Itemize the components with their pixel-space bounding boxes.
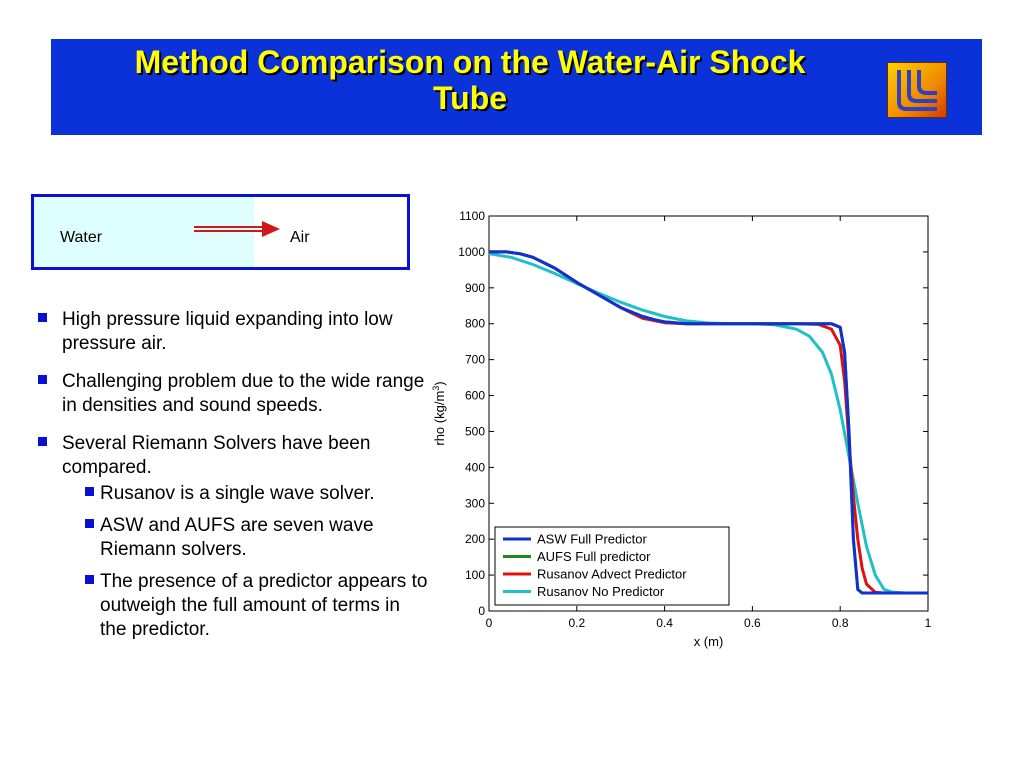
y-tick-label: 400 [465,460,485,474]
water-label: Water [60,229,103,246]
y-tick-label: 700 [465,353,485,367]
air-label: Air [290,229,310,246]
flow-arrow-icon [194,221,280,237]
slide-title: Method Comparison on the Water-Air Shock… [60,44,880,116]
density-chart: 0 100 200 300 400 500 600 700 800 900 1000 1100 0 0.2… [431,209,932,649]
legend-label: Rusanov Advect Predictor [537,567,687,582]
x-tick-label: 0.2 [568,616,585,630]
bullet-text: Several Riemann Solvers have been compar… [62,433,371,478]
y-tick-label: 1000 [458,245,485,259]
y-tick-label: 300 [465,496,485,510]
bullet-item: Several Riemann Solvers have been compar… [38,432,428,642]
y-tick-label: 900 [465,281,485,295]
x-tick-label: 0.6 [744,616,761,630]
air-region [254,194,410,270]
bullet-item: Challenging problem due to the wide rang… [38,370,428,418]
y-tick-label: 100 [465,568,485,582]
legend [494,526,730,606]
y-tick-label: 800 [465,317,485,331]
x-axis-label: x (m) [694,634,724,649]
sub-bullet-item: Rusanov is a single wave solver. [62,482,428,506]
legend-label: Rusanov No Predictor [537,584,665,599]
y-tick-label: 0 [478,604,485,618]
legend-label: ASW Full Predictor [537,532,647,547]
bullet-list: High pressure liquid expanding into low … [38,308,428,656]
title-line-1: Method Comparison on the Water-Air Shock [134,44,806,80]
bullet-item: High pressure liquid expanding into low … [38,308,428,356]
x-tick-label: 0 [486,616,493,630]
legend-label: AUFS Full predictor [537,549,651,564]
series-line [489,250,928,595]
sub-bullet-item: ASW and AUFS are seven wave Riemann solv… [62,514,428,562]
x-tick-label: 0.4 [656,616,673,630]
y-tick-label: 200 [465,532,485,546]
y-tick-label: 600 [465,389,485,403]
y-tick-label: 500 [465,424,485,438]
sub-bullet-item: The presence of a predictor appears to o… [62,570,428,642]
x-tick-label: 1 [925,616,932,630]
y-tick-label: 1100 [459,209,485,223]
title-bar [51,39,982,135]
llnl-logo [887,62,947,118]
x-tick-label: 0.8 [832,616,849,630]
title-line-2: Tube [432,80,508,116]
y-axis-label: rho (kg/m3) [431,381,447,445]
